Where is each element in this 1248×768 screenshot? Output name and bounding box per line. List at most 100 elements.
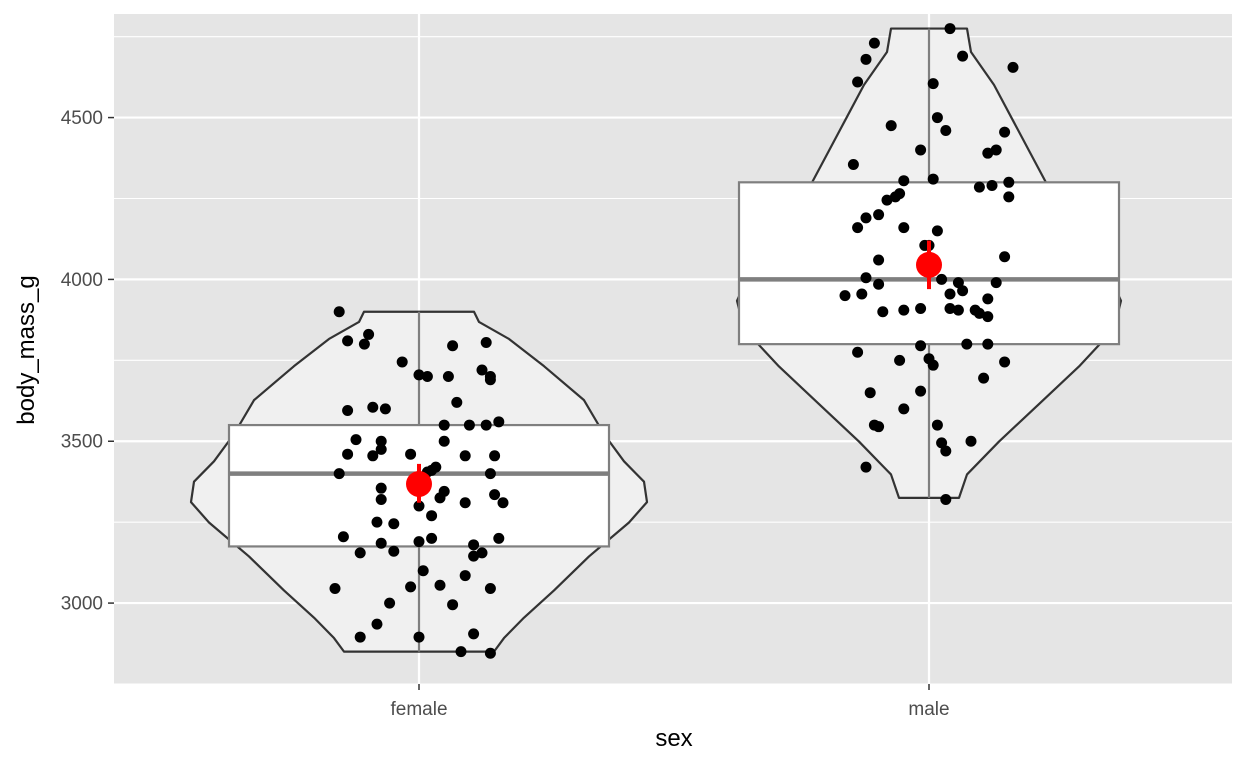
y-tick-label: 4500 [61,108,103,129]
data-point [957,285,969,297]
data-point [480,337,492,349]
y-tick-label: 4000 [61,270,103,291]
violin-group-female [189,306,649,659]
data-point [371,618,383,630]
data-point [379,403,391,415]
data-point [484,468,496,480]
data-point [952,277,964,289]
data-point [927,78,939,90]
data-point [434,492,446,504]
y-tick-label: 3500 [61,432,103,453]
data-point [388,518,400,530]
data-point [860,212,872,224]
data-point [447,599,459,611]
data-point [931,225,943,237]
data-point [413,500,425,512]
data-point [965,435,977,447]
data-point [367,401,379,413]
data-point [489,489,501,501]
data-point [885,120,897,132]
data-point [915,385,927,397]
data-point [451,396,463,408]
data-point [375,435,387,447]
data-point [468,550,480,562]
data-point [476,547,488,559]
data-point [354,547,366,559]
data-point [1007,61,1019,73]
violin-group-male [735,23,1123,506]
data-point [936,273,948,285]
data-point [860,53,872,65]
data-point [873,421,885,433]
data-point [367,450,379,462]
data-point [898,175,910,187]
data-point [333,306,345,318]
data-point [868,37,880,49]
data-point [468,539,480,551]
data-point [413,369,425,381]
x-tick-label: male [908,699,949,720]
data-point [856,288,868,300]
data-point [944,303,956,315]
data-point [342,335,354,347]
data-point [978,372,990,384]
data-point [337,531,349,543]
data-point [413,631,425,643]
data-point [480,419,492,431]
data-point [852,222,864,234]
data-point [894,354,906,366]
violin-groups [189,23,1123,659]
data-point [484,647,496,659]
data-point [944,288,956,300]
data-point [1003,176,1015,188]
data-point [990,277,1002,289]
data-point [999,251,1011,263]
data-point [982,293,994,305]
data-point [459,497,471,509]
data-point [982,147,994,159]
data-point [426,464,438,476]
data-point [405,448,417,460]
data-point [990,144,1002,156]
data-point [999,356,1011,368]
data-point [852,76,864,88]
data-point [375,494,387,506]
data-point [931,112,943,124]
data-point [936,437,948,449]
data-point [973,307,985,319]
data-point [375,443,387,455]
data-point [940,125,952,137]
data-point [484,583,496,595]
data-point [898,304,910,316]
data-point [864,387,876,399]
data-point [957,50,969,62]
data-point [839,290,851,302]
data-point [426,532,438,544]
data-point [413,536,425,548]
data-point [358,338,370,350]
data-point [915,144,927,156]
data-point [898,222,910,234]
data-point [342,448,354,460]
y-tick-label: 3000 [61,594,103,615]
data-point [493,532,505,544]
data-point [982,311,994,323]
data-point [426,510,438,522]
data-point [388,545,400,557]
data-point [847,159,859,171]
data-point [873,254,885,266]
data-point [497,497,509,509]
data-point [363,328,375,340]
data-point [898,403,910,415]
data-point [375,537,387,549]
data-point [915,303,927,315]
data-point [944,23,956,35]
data-point [371,516,383,528]
data-point [860,272,872,284]
data-point [852,346,864,358]
data-point [860,461,872,473]
data-point [489,450,501,462]
data-point [468,628,480,640]
data-point [333,468,345,480]
